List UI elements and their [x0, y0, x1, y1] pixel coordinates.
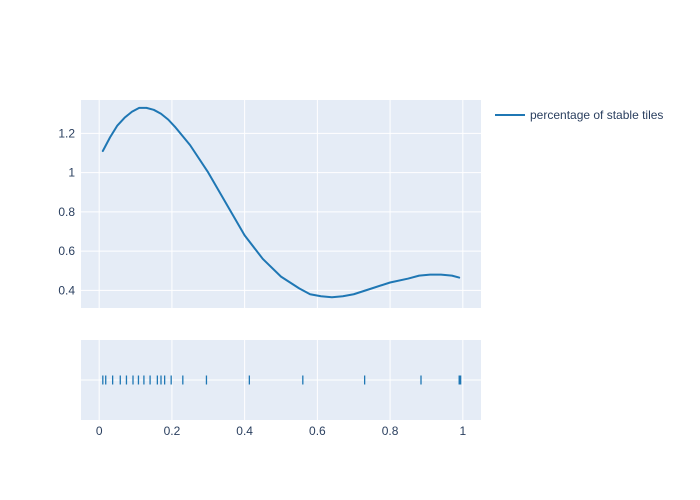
density-horizontal-gridlines	[81, 132, 481, 291]
x-tick-label-5: 1	[459, 424, 466, 438]
x-tick-label-4: 0.8	[382, 424, 399, 438]
y-tick-label-2: 0.8	[58, 205, 75, 219]
density-plot: 0.4 0.6 0.8 1 1.2	[58, 100, 481, 308]
legend-item-0[interactable]: percentage of stable tiles	[495, 108, 663, 122]
y-tick-label-0: 0.4	[58, 283, 75, 297]
density-y-tick-labels: 0.4 0.6 0.8 1 1.2	[58, 126, 75, 297]
density-series-lines[interactable]	[101, 106, 461, 299]
x-tick-label-1: 0.2	[164, 424, 181, 438]
x-tick-labels: 0 0.2 0.4 0.6 0.8 1	[96, 424, 467, 438]
y-tick-label-3: 1	[68, 166, 75, 180]
legend[interactable]: percentage of stable tiles	[495, 108, 663, 122]
y-tick-label-4: 1.2	[58, 126, 75, 140]
y-tick-label-1: 0.6	[58, 244, 75, 258]
density-series-line-0[interactable]	[101, 106, 461, 299]
rug-plot	[81, 340, 481, 420]
x-tick-label-2: 0.4	[236, 424, 253, 438]
legend-label-0: percentage of stable tiles	[530, 108, 663, 122]
density-plot-background	[81, 100, 481, 308]
rug-marks[interactable]	[102, 375, 462, 385]
density-vertical-gridlines	[98, 100, 464, 308]
x-tick-label-0: 0	[96, 424, 103, 438]
x-tick-label-3: 0.6	[309, 424, 326, 438]
